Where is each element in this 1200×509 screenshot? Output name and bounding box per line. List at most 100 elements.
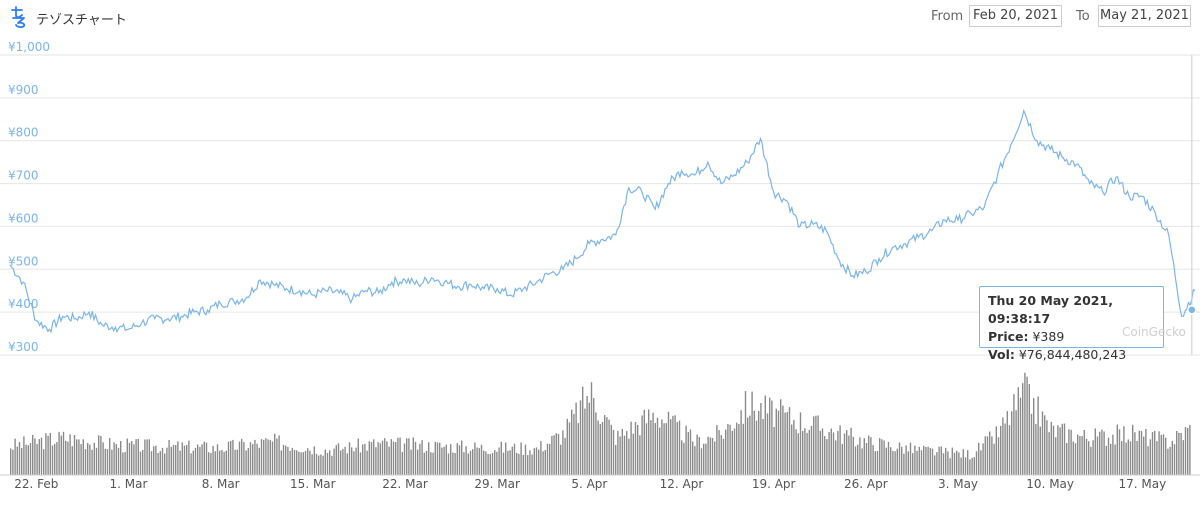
volume-bar bbox=[370, 442, 373, 475]
volume-bar bbox=[197, 444, 199, 475]
volume-bar bbox=[150, 451, 153, 475]
from-label: From bbox=[931, 9, 964, 24]
volume-bar bbox=[1070, 429, 1072, 475]
volume-bar bbox=[568, 422, 571, 475]
volume-bar bbox=[467, 453, 469, 475]
volume-bar bbox=[489, 454, 491, 475]
volume-bar bbox=[135, 439, 137, 475]
volume-bar bbox=[109, 438, 111, 475]
volume-bar bbox=[975, 451, 978, 475]
volume-bar bbox=[577, 423, 579, 475]
volume-bar bbox=[256, 443, 258, 475]
volume-bar bbox=[507, 450, 509, 475]
volume-bar bbox=[10, 448, 12, 475]
volume-bar bbox=[252, 444, 254, 475]
volume-bar bbox=[263, 439, 265, 475]
volume-bar bbox=[1030, 413, 1033, 475]
volume-bar bbox=[351, 447, 353, 475]
volume-bar bbox=[595, 412, 597, 475]
price-volume-chart[interactable]: ¥1,000 ¥900 ¥800 ¥700 ¥600 ¥500 ¥400 ¥300 22. F… bbox=[0, 40, 1200, 509]
volume-bar bbox=[890, 447, 892, 475]
volume-bar bbox=[1000, 425, 1002, 475]
volume-bar bbox=[144, 439, 146, 475]
volume-bar bbox=[232, 439, 234, 475]
volume-bar bbox=[791, 424, 793, 475]
volume-bar bbox=[287, 446, 289, 475]
volume-bar bbox=[172, 444, 175, 475]
volume-bar bbox=[881, 439, 883, 475]
volume-bar bbox=[1035, 423, 1037, 475]
price-series-line bbox=[9, 108, 1196, 334]
volume-bar bbox=[509, 450, 511, 475]
volume-bar bbox=[87, 443, 89, 475]
volume-bar bbox=[1127, 439, 1129, 475]
volume-bar bbox=[399, 437, 401, 475]
price-tooltip: Thu 20 May 2021, 09:38:17 Price: ¥389 Vo… bbox=[979, 286, 1164, 362]
volume-bar bbox=[896, 448, 898, 475]
volume-bar bbox=[846, 430, 848, 475]
volume-bar bbox=[923, 445, 925, 475]
volume-bar bbox=[318, 455, 320, 475]
volume-bar bbox=[111, 449, 113, 475]
volume-bar bbox=[929, 448, 931, 475]
volume-bar bbox=[511, 446, 513, 475]
volume-bar bbox=[192, 450, 194, 475]
volume-bar bbox=[969, 459, 971, 475]
volume-bar bbox=[934, 455, 936, 475]
volume-bar bbox=[69, 434, 71, 475]
volume-bar bbox=[25, 444, 27, 475]
volume-bar bbox=[205, 442, 208, 475]
volume-bar bbox=[546, 443, 549, 475]
volume-bar bbox=[1160, 434, 1162, 475]
volume-bar bbox=[615, 445, 617, 475]
volume-bar bbox=[557, 433, 560, 475]
volume-bar bbox=[837, 431, 839, 475]
volume-bar bbox=[799, 412, 802, 475]
volume-bar bbox=[925, 447, 927, 475]
from-date-input[interactable] bbox=[969, 5, 1062, 27]
volume-bar bbox=[34, 438, 36, 475]
volume-bar bbox=[1125, 442, 1127, 475]
volume-bar bbox=[1107, 437, 1110, 475]
y-tick-label: ¥300 bbox=[8, 340, 39, 354]
volume-bar bbox=[859, 437, 861, 475]
volume-bar bbox=[410, 449, 412, 475]
chart-header: テゾスチャート From To bbox=[0, 0, 1200, 40]
volume-bar bbox=[397, 437, 399, 475]
volume-bar bbox=[694, 446, 696, 475]
volume-bar bbox=[641, 415, 643, 475]
volume-bar bbox=[714, 441, 716, 475]
volume-bar bbox=[861, 448, 863, 475]
volume-bar bbox=[260, 439, 263, 475]
volume-bar bbox=[645, 423, 648, 475]
volume-bar bbox=[304, 451, 307, 475]
volume-bar bbox=[428, 442, 430, 475]
volume-bar bbox=[102, 442, 104, 475]
volume-bar bbox=[520, 442, 522, 475]
volume-bar bbox=[82, 439, 84, 475]
volume-bar bbox=[14, 438, 16, 475]
volume-bar bbox=[476, 447, 478, 475]
volume-bar bbox=[300, 452, 302, 475]
volume-bar bbox=[566, 418, 568, 475]
volume-bar bbox=[738, 424, 740, 475]
volume-bar bbox=[432, 452, 434, 475]
volume-bar bbox=[1123, 426, 1125, 475]
volume-bar bbox=[1110, 443, 1112, 475]
volume-bar bbox=[1039, 426, 1041, 475]
volume-bar bbox=[445, 444, 447, 475]
volume-bar bbox=[412, 437, 414, 475]
volume-bar bbox=[870, 437, 872, 475]
coin-chart-title: テゾスチャート bbox=[36, 13, 127, 28]
volume-bar bbox=[828, 432, 830, 475]
volume-bar bbox=[1180, 433, 1182, 475]
volume-bar bbox=[1101, 429, 1103, 475]
volume-bar bbox=[311, 454, 313, 475]
volume-bar bbox=[553, 435, 555, 475]
to-date-input[interactable] bbox=[1098, 5, 1191, 27]
volume-bar bbox=[496, 451, 498, 475]
volume-bar bbox=[725, 429, 727, 475]
volume-bar bbox=[212, 445, 214, 475]
volume-bar bbox=[700, 448, 703, 475]
volume-bar bbox=[689, 429, 692, 475]
